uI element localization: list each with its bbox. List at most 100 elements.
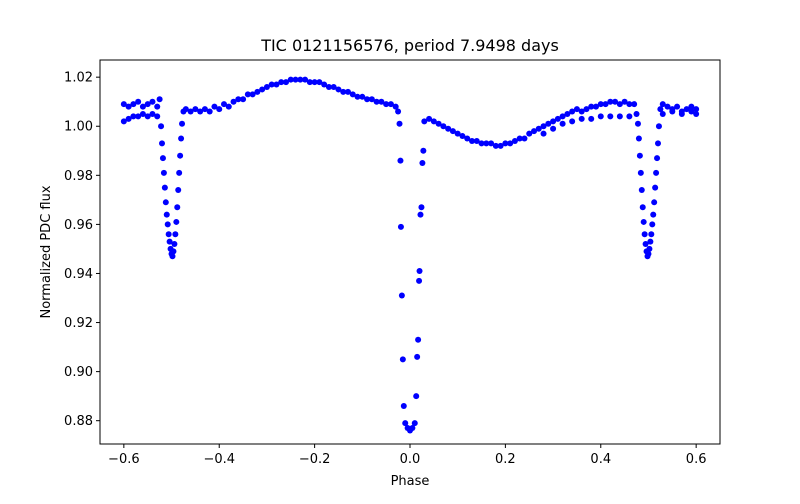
data-point [631, 101, 638, 108]
data-point [321, 81, 328, 88]
data-point [688, 103, 695, 110]
data-point [426, 115, 433, 122]
data-point [578, 108, 585, 115]
x-tick-label: −0.4 [203, 452, 235, 467]
data-point [235, 96, 242, 103]
data-point [373, 98, 380, 105]
data-point [554, 115, 561, 122]
data-point [414, 353, 421, 360]
data-point [130, 101, 137, 108]
data-point [287, 76, 294, 83]
data-point [492, 142, 499, 149]
data-point [653, 169, 660, 176]
data-point [173, 218, 180, 225]
data-point [383, 101, 390, 108]
data-point [420, 147, 427, 154]
data-point [488, 140, 495, 147]
data-point [417, 211, 424, 218]
data-point [421, 118, 428, 125]
data-point [626, 113, 633, 120]
data-point [649, 221, 656, 228]
data-point [664, 103, 671, 110]
data-point [416, 268, 423, 275]
y-tick-label: 0.90 [64, 365, 93, 380]
data-point [531, 128, 537, 135]
data-point [402, 420, 409, 427]
data-point [166, 238, 173, 245]
data-point [397, 223, 404, 230]
data-point [415, 336, 422, 343]
data-point [651, 199, 658, 206]
data-point [650, 211, 657, 218]
data-point [449, 128, 456, 135]
data-point [430, 118, 437, 125]
data-point [144, 101, 151, 108]
data-point [259, 86, 266, 93]
data-point [176, 169, 183, 176]
data-point [535, 125, 542, 132]
data-point [211, 103, 218, 110]
data-point [302, 76, 309, 83]
data-point [165, 231, 172, 238]
data-point [621, 98, 628, 105]
data-point [616, 113, 623, 120]
data-point [178, 135, 185, 142]
data-point [135, 98, 142, 105]
data-point [559, 120, 566, 127]
data-point [635, 135, 642, 142]
data-point [201, 106, 208, 113]
x-tick-label: −0.6 [108, 452, 140, 467]
data-point [130, 113, 137, 120]
data-point [550, 125, 557, 132]
data-point [652, 184, 659, 191]
data-point [638, 187, 645, 194]
data-point [158, 123, 165, 130]
y-tick-label: 0.96 [64, 218, 93, 233]
data-point [283, 79, 289, 86]
data-point [149, 98, 156, 105]
data-point [637, 169, 644, 176]
data-point [169, 253, 176, 260]
data-point [177, 152, 184, 159]
data-point [639, 204, 646, 211]
data-point [597, 113, 604, 120]
data-point [588, 115, 595, 122]
data-point [647, 238, 654, 245]
data-point [674, 103, 681, 110]
data-point [607, 113, 614, 120]
data-point [646, 245, 653, 252]
data-point [216, 106, 223, 113]
data-point [396, 120, 403, 127]
data-point [364, 96, 371, 103]
data-point [634, 120, 641, 127]
data-point [454, 130, 461, 137]
data-point [469, 137, 475, 144]
data-point [306, 79, 313, 86]
data-point [197, 108, 204, 115]
data-point [175, 187, 182, 194]
data-point [497, 142, 504, 149]
data-point [564, 110, 571, 117]
y-axis-label: Normalized PDC flux [39, 185, 54, 318]
data-point [395, 108, 402, 115]
y-tick-label: 0.88 [64, 414, 93, 429]
y-tick-label: 1.02 [64, 71, 93, 86]
data-point [642, 241, 649, 248]
data-point [578, 115, 585, 122]
data-point [478, 140, 485, 147]
data-point [502, 140, 509, 147]
data-point [120, 118, 127, 125]
data-point [398, 292, 405, 299]
data-point [521, 135, 528, 142]
data-point [678, 110, 685, 117]
data-point [545, 120, 552, 127]
data-point [648, 231, 655, 238]
data-point [655, 140, 661, 147]
x-tick-label: −0.2 [299, 452, 331, 467]
data-point [206, 108, 213, 115]
data-point [125, 103, 132, 110]
data-point [507, 140, 514, 147]
data-point [516, 135, 523, 142]
data-point [459, 133, 466, 140]
